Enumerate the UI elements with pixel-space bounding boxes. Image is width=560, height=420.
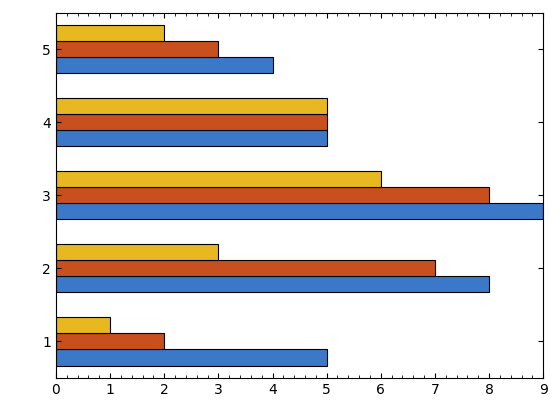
Bar: [56, 318, 110, 333]
Bar: [56, 25, 164, 41]
Bar: [56, 276, 489, 292]
Bar: [56, 130, 326, 146]
Bar: [56, 203, 543, 219]
Bar: [56, 57, 273, 73]
Bar: [56, 333, 164, 349]
Bar: [56, 349, 326, 365]
Bar: [56, 114, 326, 130]
Bar: [56, 41, 218, 57]
Bar: [56, 260, 435, 276]
Bar: [56, 171, 381, 187]
Bar: [56, 244, 218, 260]
Bar: [56, 98, 326, 114]
Bar: [56, 187, 489, 203]
